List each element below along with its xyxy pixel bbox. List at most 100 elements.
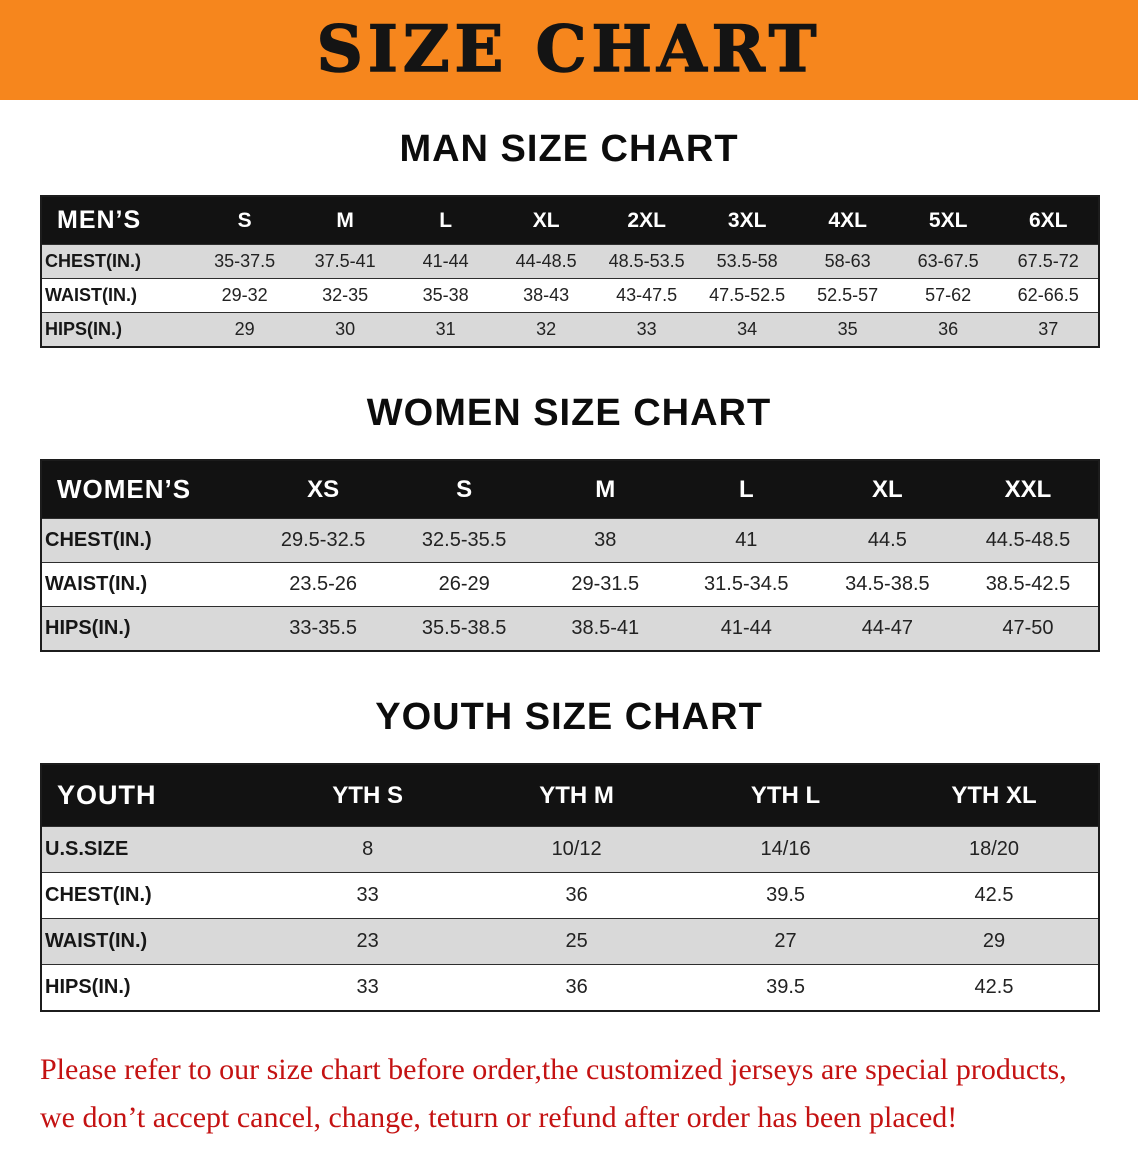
size-value-cell: 34 [737, 319, 758, 339]
size-value-cell: 29-31.5 [571, 573, 640, 595]
size-column-header: L [675, 460, 817, 519]
size-column-header: YTH M [472, 764, 682, 827]
size-value-cell: 38.5-41 [571, 617, 640, 639]
size-value-cell: 35-37.5 [214, 251, 276, 271]
table-row: HIPS(IN.) 33 36 39.5 42.5 [41, 964, 1099, 1011]
size-value-cell: 36 [565, 976, 588, 998]
size-value-cell: 35.5-38.5 [421, 617, 507, 639]
size-value-cell: 27 [774, 930, 797, 952]
size-value-cell: 33 [356, 884, 379, 906]
size-value-cell: 32.5-35.5 [421, 529, 507, 551]
row-label: U.S.SIZE [45, 838, 129, 860]
table-row: CHEST(IN.) 35-37.5 37.5-41 41-44 44-48.5 48.5… [41, 244, 1099, 279]
size-chart-banner: SIZE CHART [0, 0, 1138, 100]
size-value-cell: 29 [234, 319, 255, 339]
size-value-cell: 35-38 [422, 285, 469, 305]
size-value-cell: 33 [636, 319, 657, 339]
size-value-cell: 41-44 [422, 251, 469, 271]
size-value-cell: 8 [362, 838, 374, 860]
size-value-cell: 52.5-57 [817, 285, 879, 305]
size-column-header: XXL [957, 460, 1099, 519]
size-value-cell: 31.5-34.5 [704, 573, 789, 595]
disclaimer-line-2: we don’t accept cancel, change, teturn o… [40, 1101, 958, 1134]
table-header-row: WOMEN’S XS S M L XL XXL [41, 460, 1099, 519]
size-column-header: XL [495, 196, 597, 245]
size-value-cell: 41-44 [720, 617, 772, 639]
size-value-cell: 47-50 [1002, 617, 1054, 639]
men-size-table: MEN’S S M L XL 2XL 3XL 4XL 5XL 6XL CHEST(IN.) 35-37… [40, 195, 1100, 348]
size-column-header: XL [816, 460, 958, 519]
size-value-cell: 23.5-26 [289, 573, 358, 595]
size-value-cell: 30 [335, 319, 356, 339]
size-value-cell: 34.5-38.5 [845, 573, 930, 595]
table-header-row: YOUTH YTH S YTH M YTH L YTH XL [41, 764, 1099, 827]
size-value-cell: 44-48.5 [515, 251, 577, 271]
table-row: U.S.SIZE 8 10/12 14/16 18/20 [41, 826, 1099, 873]
size-value-cell: 14/16 [760, 838, 811, 860]
size-value-cell: 32-35 [322, 285, 369, 305]
table-row: WAIST(IN.) 29-32 32-35 35-38 38-43 43-47.5 47.… [41, 278, 1099, 313]
row-label: HIPS(IN.) [45, 976, 131, 998]
size-value-cell: 31 [435, 319, 456, 339]
youth-size-chart-section: YOUTH SIZE CHART YOUTH YTH S YTH M YTH L YTH… [0, 696, 1138, 1012]
youth-section-heading: YOUTH SIZE CHART [375, 696, 763, 738]
table-header-row: MEN’S S M L XL 2XL 3XL 4XL 5XL 6XL [41, 196, 1099, 245]
size-column-header: YTH S [263, 764, 473, 827]
size-value-cell: 18/20 [968, 838, 1020, 860]
size-value-cell: 37.5-41 [314, 251, 376, 271]
women-size-table: WOMEN’S XS S M L XL XXL CHEST(IN.) 29.5-32.5 32.5… [40, 459, 1100, 652]
size-value-cell: 29 [982, 930, 1006, 952]
size-column-header: 2XL [596, 196, 697, 245]
table-title-cell: WOMEN’S [41, 460, 253, 519]
size-value-cell: 36 [938, 319, 959, 339]
size-value-cell: 38 [594, 529, 617, 551]
size-value-cell: 29-32 [221, 285, 268, 305]
size-value-cell: 63-67.5 [917, 251, 979, 271]
size-column-header: YTH L [681, 764, 891, 827]
size-column-header: M [534, 460, 676, 519]
size-value-cell: 62-66.5 [1017, 285, 1079, 305]
size-value-cell: 38.5-42.5 [985, 573, 1071, 595]
size-column-header: 3XL [696, 196, 798, 245]
row-label: CHEST(IN.) [45, 529, 152, 551]
size-column-header: S [194, 196, 295, 245]
size-column-header: 6XL [998, 196, 1099, 245]
size-value-cell: 36 [565, 884, 588, 906]
size-value-cell: 41 [735, 529, 758, 551]
size-value-cell: 26-29 [438, 573, 490, 595]
women-size-chart-section: WOMEN SIZE CHART WOMEN’S XS S M L XL XXL CHEST(… [0, 392, 1138, 652]
size-value-cell: 47.5-52.5 [709, 285, 786, 305]
banner-title: SIZE CHART [316, 12, 822, 87]
table-title-cell: YOUTH [41, 764, 264, 827]
table-row: CHEST(IN.) 29.5-32.5 32.5-35.5 38 41 44.5 44.5… [41, 518, 1099, 563]
disclaimer-text: Please refer to our size chart before or… [40, 1046, 1108, 1142]
size-column-header: XS [252, 460, 394, 519]
table-row: CHEST(IN.) 33 36 39.5 42.5 [41, 872, 1099, 919]
size-value-cell: 39.5 [766, 884, 806, 906]
table-row: WAIST(IN.) 23 25 27 29 [41, 918, 1099, 965]
size-column-header: L [395, 196, 496, 245]
size-value-cell: 42.5 [974, 884, 1014, 906]
table-row: WAIST(IN.) 23.5-26 26-29 29-31.5 31.5-34.5 34… [41, 562, 1099, 607]
size-column-header: 4XL [797, 196, 898, 245]
row-label: HIPS(IN.) [45, 319, 123, 339]
size-value-cell: 10/12 [551, 838, 602, 860]
size-value-cell: 42.5 [974, 976, 1014, 998]
table-row: HIPS(IN.) 29 30 31 32 33 34 35 36 37 [41, 312, 1099, 347]
size-value-cell: 29.5-32.5 [280, 529, 366, 551]
women-section-heading: WOMEN SIZE CHART [366, 392, 772, 434]
row-label: CHEST(IN.) [45, 884, 152, 906]
table-row: HIPS(IN.) 33-35.5 35.5-38.5 38.5-41 41-44 44-… [41, 606, 1099, 651]
size-value-cell: 58-63 [824, 251, 871, 271]
size-value-cell: 44-47 [861, 617, 913, 639]
size-value-cell: 44.5 [867, 529, 907, 551]
disclaimer-line-1: Please refer to our size chart before or… [40, 1053, 1067, 1086]
table-title-cell: MEN’S [41, 196, 195, 245]
size-value-cell: 39.5 [766, 976, 806, 998]
size-value-cell: 33 [356, 976, 379, 998]
size-column-header: S [393, 460, 535, 519]
size-value-cell: 53.5-58 [716, 251, 778, 271]
size-value-cell: 25 [565, 930, 588, 952]
size-column-header: YTH XL [890, 764, 1099, 827]
